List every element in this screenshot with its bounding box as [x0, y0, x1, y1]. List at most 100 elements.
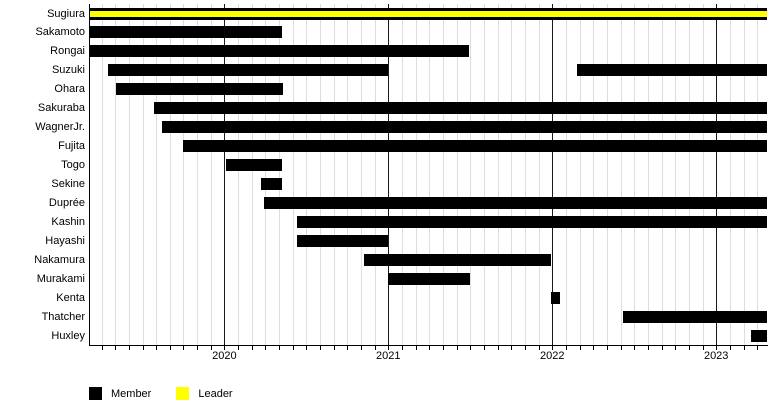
gridline-month [183, 4, 185, 345]
gridline-month [579, 4, 581, 345]
axis-year-label: 2023 [703, 350, 729, 362]
axis-tick-month [456, 346, 458, 350]
gridline-month [565, 4, 567, 345]
timeline-bar [226, 159, 282, 171]
row-label: Sekine [51, 178, 85, 190]
axis-tick-month [361, 346, 362, 350]
legend-item-leader: Leader [176, 387, 233, 400]
gridline-month [497, 4, 499, 345]
row-label: Togo [61, 159, 85, 171]
axis-tick-month [524, 346, 526, 350]
axis-tick-month [128, 346, 130, 350]
row-label: Rongai [50, 45, 85, 58]
gridline-month [606, 4, 608, 345]
gridline-month [429, 4, 431, 345]
row-label: Huxley [51, 329, 85, 342]
axis-tick-month [333, 346, 335, 350]
gridline-month [374, 4, 376, 345]
timeline-bar [90, 26, 282, 39]
legend-label-leader: Leader [198, 387, 233, 400]
axis-tick-month [688, 346, 690, 350]
axis-tick-month [374, 346, 376, 350]
row-label: Thatcher [41, 310, 85, 323]
gridline-month [511, 4, 513, 345]
row-label: Kashin [51, 215, 85, 228]
gridline-month [333, 4, 335, 345]
axis-year-label: 2021 [376, 350, 401, 362]
gridline-month [470, 4, 472, 345]
gridline-month [265, 4, 267, 345]
axis-tick-month [743, 346, 745, 350]
axis-tick-month [183, 346, 185, 350]
axis-tick-year [224, 344, 226, 350]
axis-tick-month [593, 346, 595, 350]
axis-tick-month [511, 346, 513, 350]
member-swatch-icon [89, 387, 102, 400]
gridline-month [456, 4, 458, 345]
gridline-month [647, 4, 649, 345]
axis-tick-month [306, 346, 308, 350]
timeline-bar [108, 64, 389, 77]
axis-tick-month [470, 346, 472, 350]
gridline-month [484, 4, 485, 345]
gridline-month [743, 4, 745, 345]
axis-tick-month [115, 346, 117, 350]
axis-tick-month [347, 346, 349, 350]
axis-tick-month [497, 346, 499, 350]
row-label: Fujita [58, 140, 85, 153]
legend: Member Leader [89, 387, 233, 400]
gridline-month [729, 4, 731, 345]
axis-tick-month [647, 346, 649, 350]
timeline-bar [576, 64, 767, 77]
axis-tick-month [484, 346, 485, 350]
axis-tick-month [634, 346, 636, 350]
gridline-month [306, 4, 308, 345]
gridline-month [128, 4, 130, 345]
axis-tick-month [415, 346, 417, 350]
axis-year-label: 2020 [212, 350, 237, 362]
timeline-bar [388, 272, 471, 285]
legend-item-member: Member [89, 387, 151, 400]
gridline-month [443, 4, 444, 345]
timeline-bar [263, 196, 767, 209]
x-axis-line [90, 345, 768, 346]
gridline-month [634, 4, 636, 345]
gridline-month [757, 4, 759, 345]
gridline-month [524, 4, 526, 345]
row-label: Hayashi [45, 234, 85, 247]
legend-label-member: Member [111, 387, 152, 400]
timeline-bar [750, 329, 767, 342]
gridline-month [675, 4, 677, 345]
axis-tick-month [757, 346, 759, 350]
timeline-bar [90, 7, 767, 20]
row-label: Sakuraba [37, 102, 85, 115]
gridline-month [538, 4, 540, 345]
plot-area [90, 4, 767, 345]
row-label: Nakamura [34, 253, 85, 266]
timeline-bar [162, 121, 767, 134]
axis-tick-month [620, 346, 622, 350]
axis-tick-month [251, 346, 253, 350]
leader-swatch-icon [176, 387, 190, 400]
gridline-month [361, 4, 362, 345]
axis-tick-month [292, 346, 294, 350]
gridline-month [115, 4, 117, 345]
timeline-bar [116, 83, 284, 96]
row-label: Ohara [54, 83, 85, 96]
gridline-month [620, 4, 622, 345]
row-label: Kenta [56, 291, 85, 304]
timeline-bar [550, 291, 561, 304]
row-label: Sakamoto [35, 26, 85, 39]
gridline-month [142, 4, 144, 345]
gridline-year [388, 4, 390, 345]
gridline-year [224, 4, 226, 345]
axis-tick-month [169, 346, 171, 350]
gridline-month [688, 4, 690, 345]
axis-tick-month [579, 346, 581, 350]
gridline-year [552, 4, 554, 345]
axis-tick-month [156, 346, 158, 350]
axis-tick-month [197, 346, 199, 350]
row-label: WagnerJr. [35, 121, 85, 134]
axis-tick-month [320, 346, 321, 350]
